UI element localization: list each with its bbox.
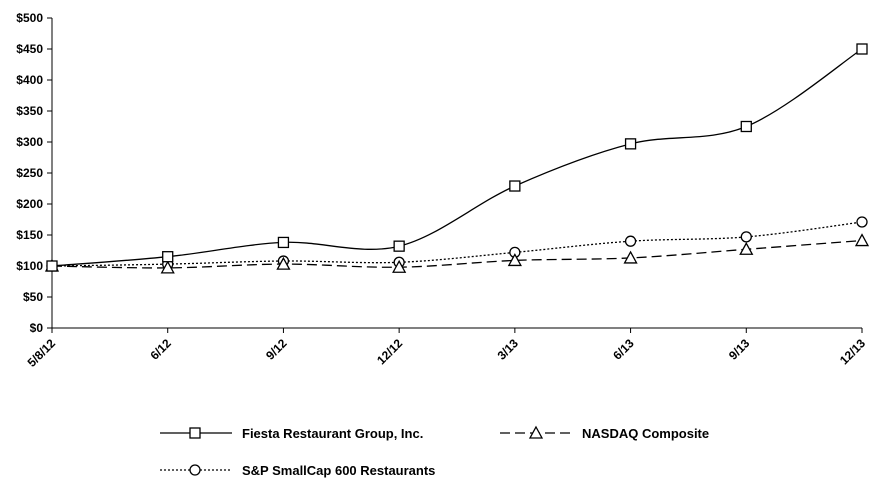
- legend: Fiesta Restaurant Group, Inc. NASDAQ Com…: [160, 425, 709, 478]
- data-point-triangle: [276, 256, 291, 270]
- axes: [51, 18, 862, 329]
- y-tick-label: $500: [16, 11, 43, 25]
- x-tick-label: 12/12: [374, 336, 405, 367]
- series-layer: [44, 43, 870, 274]
- legend-marker-square: [189, 427, 201, 439]
- y-tick-label: $250: [16, 166, 43, 180]
- data-point-square: [509, 180, 521, 192]
- data-point-circle: [856, 216, 868, 228]
- legend-item-sp600: S&P SmallCap 600 Restaurants: [160, 463, 435, 478]
- data-point-triangle: [507, 253, 522, 267]
- legend-item-nasdaq: NASDAQ Composite: [500, 425, 709, 441]
- series-line: [51, 221, 863, 267]
- x-tick-label: 3/13: [495, 336, 522, 363]
- data-point-square: [740, 120, 752, 133]
- y-axis-ticks: $0 $50 $100 $150 $200 $250 $300 $350 $400 $450 $50…: [16, 11, 52, 335]
- y-tick-label: $50: [23, 290, 43, 304]
- data-point-square: [46, 260, 58, 272]
- x-axis-ticks: 5/8/12 6/12 9/12 12/12 3/13 6/13 9/13 12/13: [25, 328, 868, 370]
- data-point-circle: [740, 231, 752, 243]
- y-tick-label: $150: [16, 228, 43, 242]
- y-tick-label: $400: [16, 73, 43, 87]
- data-point-circle: [624, 235, 637, 247]
- x-tick-label: 9/12: [263, 336, 290, 363]
- legend-label-sp600: S&P SmallCap 600 Restaurants: [242, 463, 435, 478]
- x-tick-label: 6/13: [610, 336, 637, 363]
- series-line: [51, 239, 863, 269]
- legend-item-fiesta: Fiesta Restaurant Group, Inc.: [160, 426, 423, 441]
- series-circle: [46, 216, 868, 272]
- x-tick-label: 6/12: [147, 336, 174, 363]
- data-point-triangle: [854, 233, 870, 247]
- legend-label-nasdaq: NASDAQ Composite: [582, 426, 709, 441]
- series-line: [51, 48, 863, 267]
- series-square: [46, 43, 868, 272]
- data-point-triangle: [623, 250, 638, 264]
- y-tick-label: $100: [16, 259, 43, 273]
- legend-marker-circle: [189, 464, 201, 476]
- y-tick-label: $350: [16, 104, 43, 118]
- x-tick-label: 5/8/12: [25, 336, 59, 370]
- y-tick-label: $450: [16, 42, 43, 56]
- data-point-square: [393, 240, 405, 252]
- y-tick-label: $0: [30, 321, 44, 335]
- x-tick-label: 12/13: [837, 336, 868, 367]
- data-point-triangle: [392, 259, 407, 273]
- legend-label-fiesta: Fiesta Restaurant Group, Inc.: [242, 426, 423, 441]
- data-point-square: [277, 236, 290, 249]
- x-tick-label: 9/13: [726, 336, 753, 363]
- data-point-square: [856, 43, 868, 55]
- y-tick-label: $300: [16, 135, 43, 149]
- data-point-triangle: [160, 260, 175, 274]
- y-tick-label: $200: [16, 197, 43, 211]
- data-point-square: [162, 251, 174, 263]
- data-point-triangle: [739, 241, 754, 255]
- legend-marker-triangle: [528, 425, 544, 439]
- data-point-square: [624, 138, 637, 150]
